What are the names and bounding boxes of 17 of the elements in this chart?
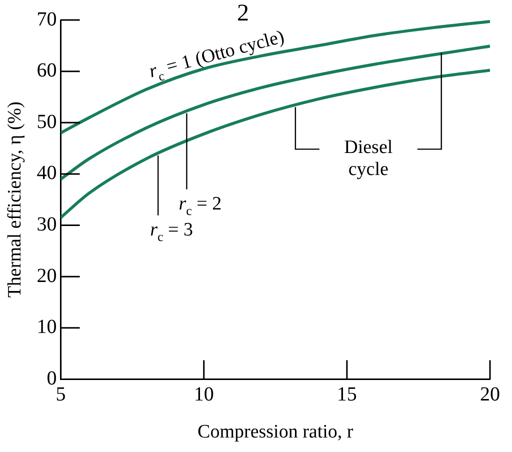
x-tick-label: 15	[336, 383, 357, 406]
y-tick-label: 60	[36, 60, 57, 82]
y-tick-label: 70	[36, 8, 57, 30]
y-tick-label: 30	[36, 214, 57, 236]
annotation: rc = 1 (Otto cycle)	[146, 26, 287, 84]
x-axis-title: Compression ratio, r	[198, 422, 354, 443]
y-tick-label: 0	[46, 367, 57, 390]
y-tick-label: 20	[36, 264, 57, 287]
y-tick-label: 40	[36, 162, 57, 184]
x-tick-label: 20	[480, 383, 500, 406]
y-tick-label: 10	[36, 316, 57, 338]
y-axis-title: Thermal efficiency, η (%)	[4, 102, 26, 298]
annotation: Diesel cycle	[344, 137, 393, 180]
x-tick-label: 10	[194, 383, 214, 406]
annotation: 2	[237, 0, 249, 26]
y-tick-label: 50	[36, 110, 57, 133]
x-tick-label: 5	[56, 383, 66, 406]
